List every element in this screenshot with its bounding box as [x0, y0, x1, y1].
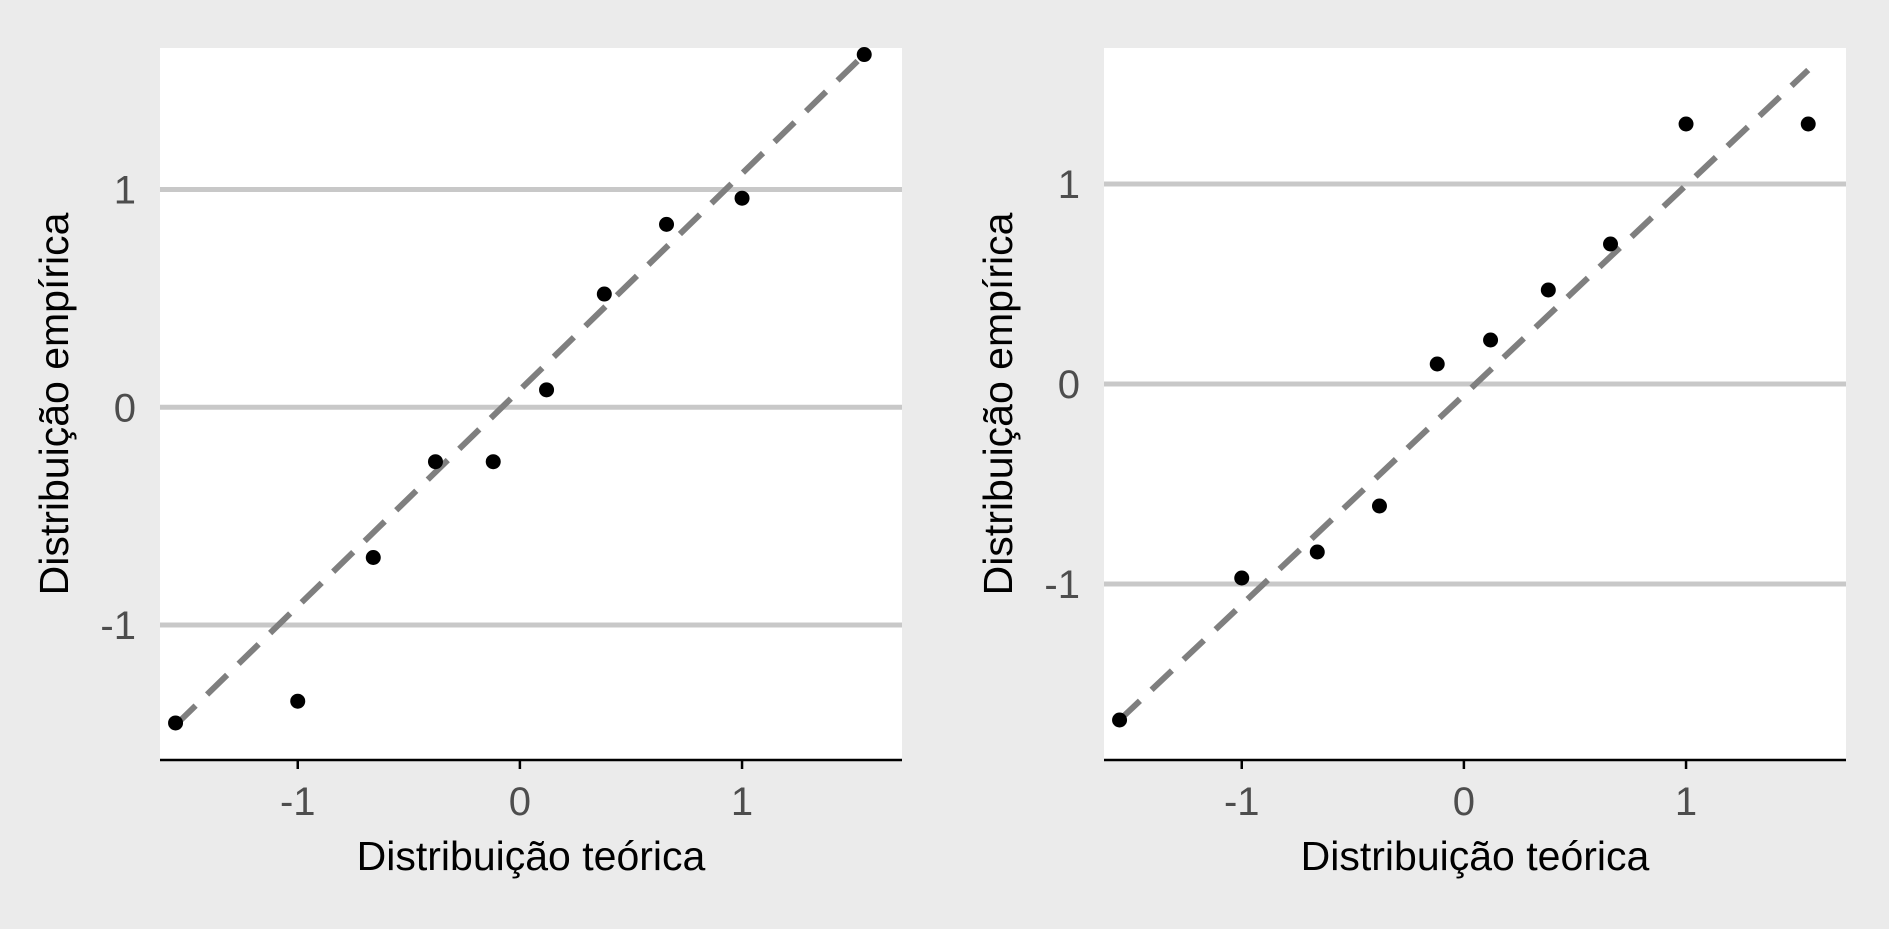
data-point: [539, 382, 555, 398]
reference-line: [173, 52, 867, 728]
y-tick-label: -1: [100, 604, 136, 648]
data-point: [1483, 332, 1499, 348]
data-point: [427, 454, 443, 470]
qq-panel-2: -1 0 1 -1 0 1 Distribuição teórica Distribuição…: [975, 48, 1846, 879]
data-point: [290, 693, 306, 709]
y-axis-title: Distribuição empírica: [31, 212, 77, 595]
y-tick-label: 1: [114, 169, 136, 213]
data-point: [659, 216, 675, 232]
qq-panel-1: -1 0 1 -1 0 1 Distribuição teórica Distribuição…: [31, 47, 902, 879]
data-point: [1429, 356, 1445, 372]
x-tick-label: 1: [1675, 780, 1697, 824]
data-point: [596, 286, 612, 302]
x-tick-label: -1: [1224, 780, 1260, 824]
x-tick-label: 0: [1453, 780, 1475, 824]
y-tick-label: 0: [1058, 363, 1080, 407]
data-point: [1112, 712, 1128, 728]
data-point: [1540, 282, 1556, 298]
data-point: [1309, 544, 1325, 560]
data-point: [1371, 498, 1387, 514]
reference-line: [1117, 67, 1811, 723]
data-point: [365, 550, 381, 566]
data-point: [1234, 570, 1250, 586]
x-tick-label: -1: [280, 780, 316, 824]
x-axis-title: Distribuição teórica: [357, 833, 706, 879]
panel-background: [160, 48, 902, 760]
data-point: [1678, 116, 1694, 132]
data-point: [856, 47, 872, 63]
panel-background: [1104, 48, 1846, 760]
data-point: [485, 454, 501, 470]
data-point: [1800, 116, 1816, 132]
y-tick-label: 0: [114, 386, 136, 430]
y-axis-title: Distribuição empírica: [975, 212, 1021, 595]
data-point: [1603, 236, 1619, 252]
data-point: [168, 715, 184, 731]
x-axis-title: Distribuição teórica: [1301, 833, 1650, 879]
x-tick-label: 1: [731, 780, 753, 824]
y-tick-label: 1: [1058, 163, 1080, 207]
data-point: [734, 190, 750, 206]
y-tick-label: -1: [1044, 563, 1080, 607]
x-tick-label: 0: [509, 780, 531, 824]
